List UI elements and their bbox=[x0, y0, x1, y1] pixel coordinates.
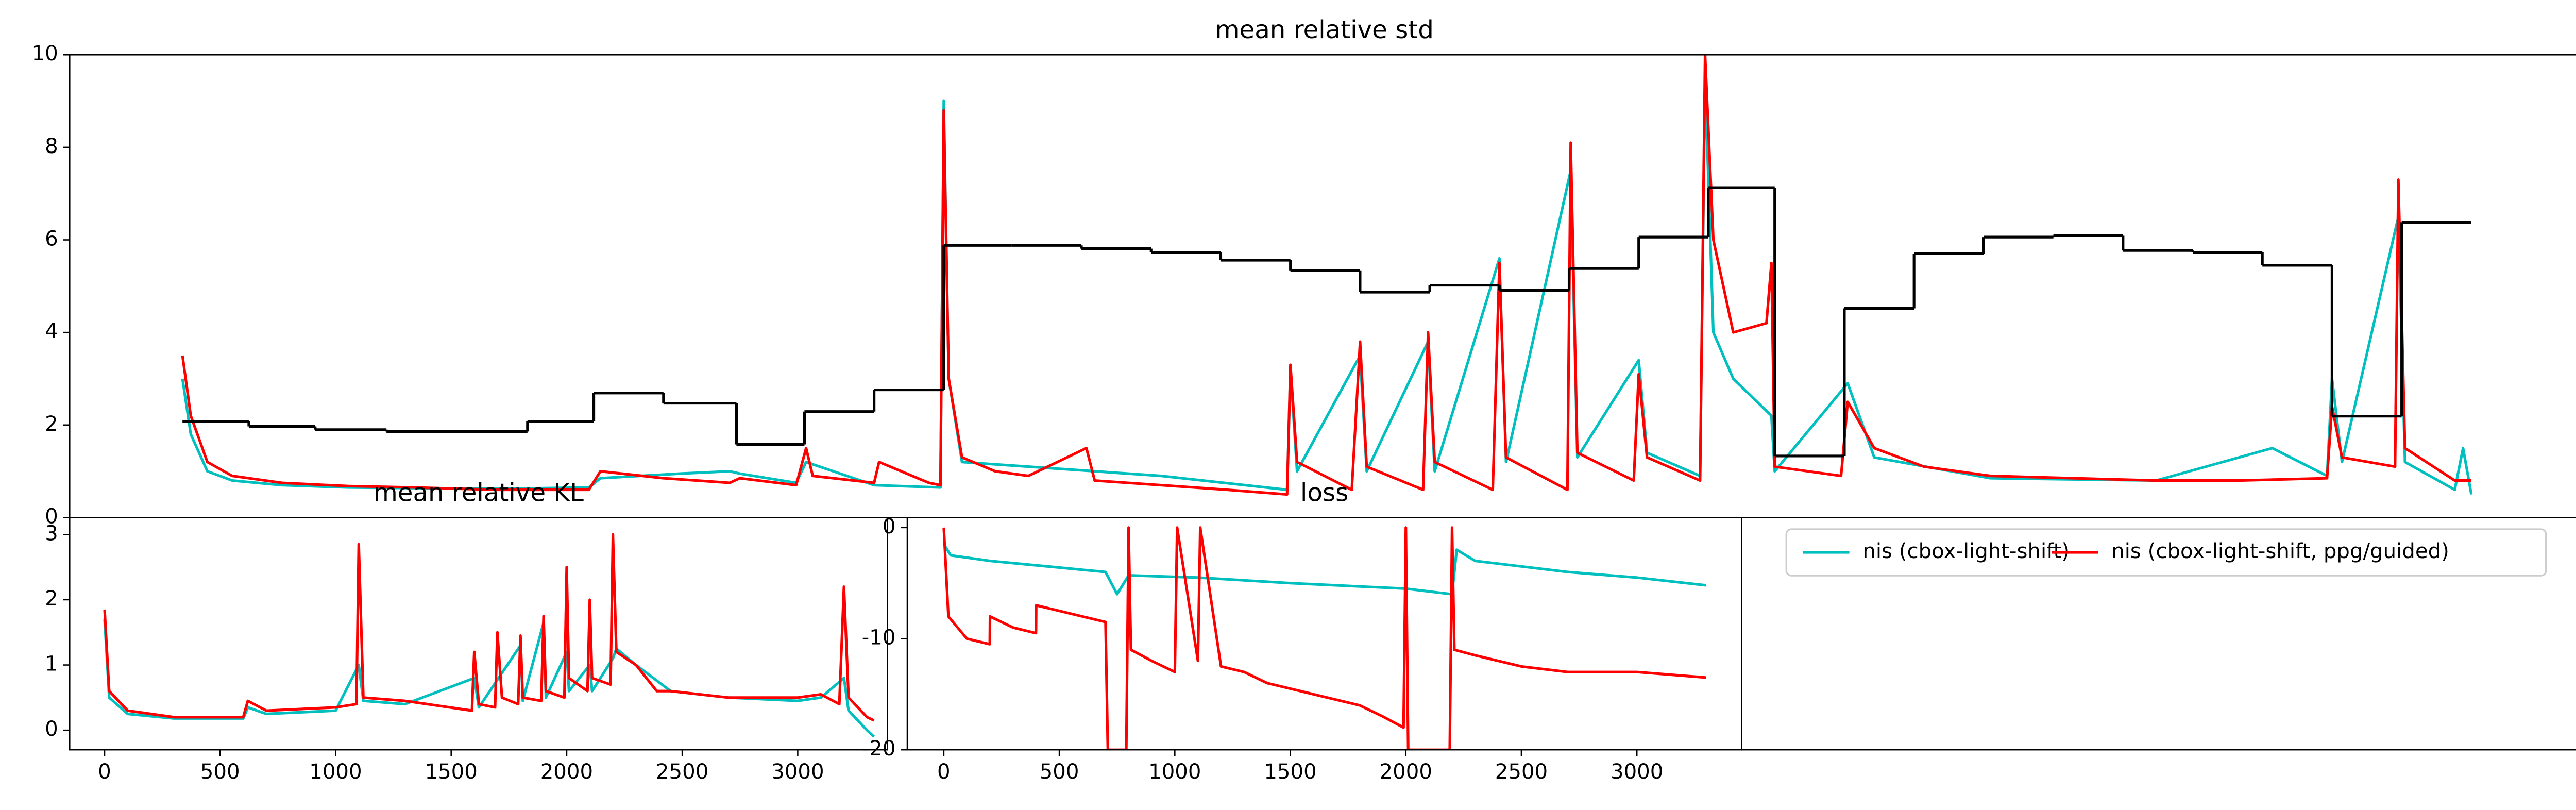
y-tick-label: 3 bbox=[45, 521, 58, 545]
x-tick-label: 500 bbox=[200, 760, 240, 784]
y-tick-label: 10 bbox=[32, 42, 58, 65]
y-tick-label: 6 bbox=[45, 227, 58, 251]
x-tick-label: 2000 bbox=[540, 760, 593, 784]
y-tick-label: 0 bbox=[45, 504, 58, 528]
x-tick-label: 2500 bbox=[656, 760, 708, 784]
legend-label: nis (cbox-light-shift) bbox=[1862, 539, 2070, 563]
x-tick-label: 500 bbox=[1040, 760, 1079, 784]
series-line bbox=[181, 55, 2471, 496]
series-line bbox=[103, 533, 875, 722]
x-tick-label: 1500 bbox=[1264, 760, 1316, 784]
x-tick-label: 1000 bbox=[1148, 760, 1201, 784]
axes-frame bbox=[69, 54, 2576, 518]
series-line bbox=[942, 543, 1707, 596]
x-tick-label: 3000 bbox=[771, 760, 824, 784]
y-tick-label: 8 bbox=[45, 134, 58, 158]
y-tick-label: 2 bbox=[45, 587, 58, 611]
x-tick-label: 0 bbox=[98, 760, 111, 784]
series-line bbox=[942, 526, 1706, 750]
y-tick-label: -10 bbox=[862, 626, 896, 649]
x-tick-label: 2500 bbox=[1495, 760, 1548, 784]
series-line bbox=[181, 76, 2473, 495]
legend-box bbox=[1785, 528, 2547, 577]
series-line bbox=[103, 619, 875, 738]
axes-frame bbox=[69, 517, 888, 751]
x-tick-label: 1500 bbox=[425, 760, 477, 784]
chart-title: mean relative KL bbox=[374, 478, 584, 507]
y-tick-label: 0 bbox=[883, 515, 896, 538]
y-tick-label: 2 bbox=[45, 412, 58, 436]
x-tick-label: 1000 bbox=[309, 760, 362, 784]
x-tick-label: 0 bbox=[937, 760, 951, 784]
x-tick-label: 2000 bbox=[1380, 760, 1432, 784]
chart-title: mean relative std bbox=[1215, 15, 1434, 44]
x-tick-label: 3000 bbox=[1611, 760, 1663, 784]
axes-frame bbox=[906, 517, 1742, 751]
chart-title: loss bbox=[1300, 478, 1348, 507]
y-tick-label: -20 bbox=[862, 737, 896, 761]
y-tick-label: 0 bbox=[45, 717, 58, 741]
y-tick-label: 4 bbox=[45, 319, 58, 343]
legend-label: nis (cbox-light-shift, ppg/guided) bbox=[2111, 539, 2449, 563]
y-tick-label: 1 bbox=[45, 652, 58, 676]
